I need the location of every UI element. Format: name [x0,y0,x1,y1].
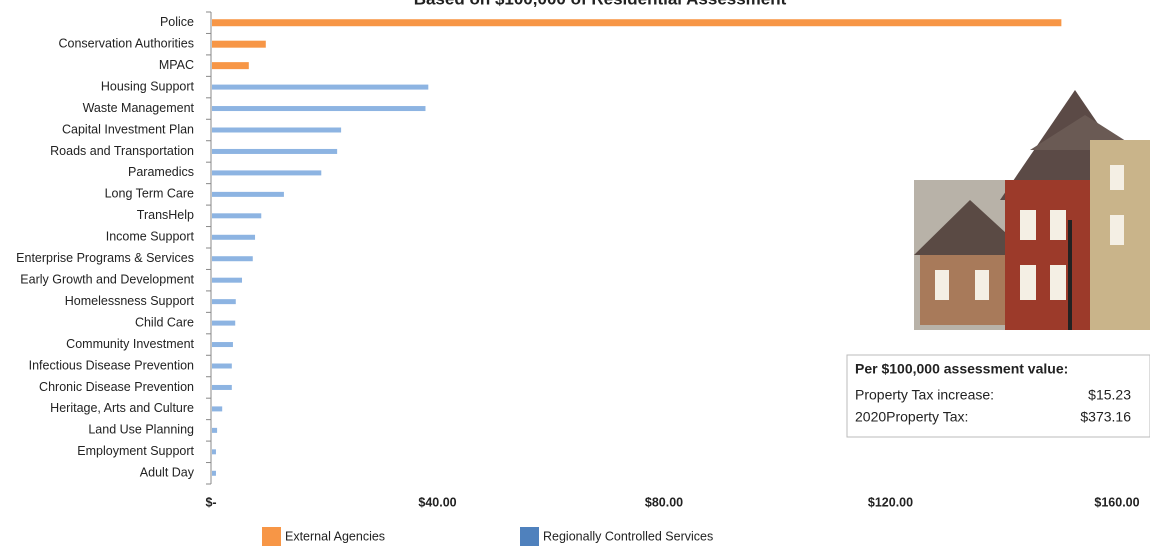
x-tick-label: $120.00 [868,495,913,509]
info-heading: Per $100,000 assessment value: [855,361,1068,377]
legend-label: Regionally Controlled Services [543,529,713,543]
x-tick-label: $80.00 [645,495,683,509]
bar [212,106,426,112]
y-tick-label: Heritage, Arts and Culture [50,401,194,415]
x-tick-label: $40.00 [418,495,456,509]
info-value: $15.23 [1088,387,1131,403]
y-tick-label: Police [160,15,194,29]
info-value: $373.16 [1080,409,1131,425]
y-tick-label: Land Use Planning [88,423,194,437]
info-box: Per $100,000 assessment value: Property … [846,354,1150,438]
y-tick-label: Early Growth and Development [20,272,194,286]
info-label: Property Tax increase: [855,387,994,403]
bar [212,191,284,197]
y-tick-label: Long Term Care [105,187,194,201]
x-tick-label: $- [205,495,216,509]
y-tick-label: Chronic Disease Prevention [39,380,194,394]
bar [212,277,243,283]
bar [212,84,429,90]
y-tick-label: TransHelp [137,208,194,222]
bar [212,449,216,455]
info-label: 2020Property Tax: [855,409,968,425]
y-tick-label: Employment Support [77,444,194,458]
bar [212,342,233,348]
y-tick-label: Conservation Authorities [59,36,195,50]
y-tick-label: MPAC [159,58,194,72]
x-tick-label: $160.00 [1094,495,1139,509]
bar [212,320,236,326]
bar [212,427,218,433]
y-tick-label: Income Support [106,230,195,244]
bar [212,19,1062,27]
bar [212,40,266,48]
legend-swatch [262,527,281,546]
bar [212,406,223,412]
y-tick-label: Roads and Transportation [50,144,194,158]
legend-swatch [520,527,539,546]
y-tick-label: Homelessness Support [65,294,195,308]
house-picture [914,90,1150,330]
y-tick-label: Child Care [135,315,194,329]
y-tick-label: Adult Day [140,466,195,480]
bar [212,363,232,369]
bar [212,127,342,133]
bar [212,213,262,219]
bar [212,62,249,70]
chart-title: Based on $100,000 of Residential Assessm… [414,0,787,8]
bar [212,299,236,305]
bar [212,148,338,154]
y-tick-label: Waste Management [83,101,195,115]
y-tick-label: Paramedics [128,165,194,179]
legend-label: External Agencies [285,529,385,543]
bar [212,384,232,390]
y-tick-label: Infectious Disease Prevention [29,358,194,372]
bar [212,234,256,240]
bar [212,170,322,176]
bar [212,256,253,262]
y-tick-label: Community Investment [66,337,194,351]
y-tick-label: Capital Investment Plan [62,122,194,136]
bar [212,470,216,476]
y-tick-label: Enterprise Programs & Services [16,251,194,265]
y-tick-label: Housing Support [101,79,195,93]
